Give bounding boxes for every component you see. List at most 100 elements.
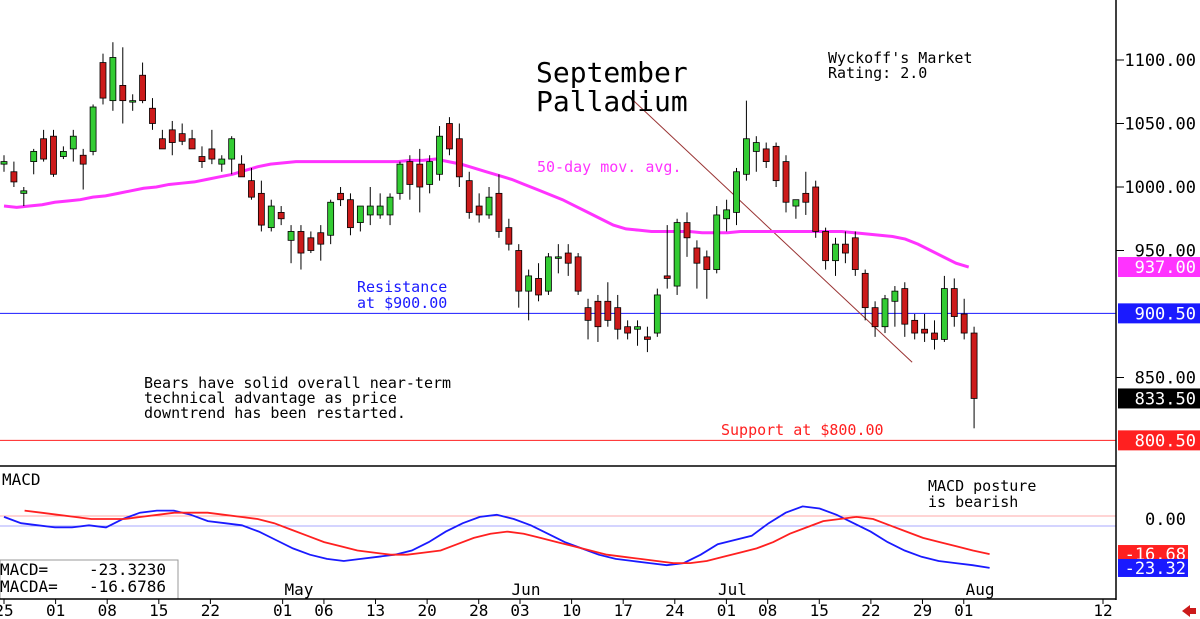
candle xyxy=(426,155,434,194)
candle xyxy=(604,282,612,327)
candle xyxy=(614,294,622,340)
candle-body xyxy=(0,161,8,165)
macd-posture-text: MACD posture is bearish xyxy=(928,477,1036,511)
candle xyxy=(812,180,820,238)
candle xyxy=(782,155,790,213)
candle-body xyxy=(841,243,849,254)
chart-title: September Palladium xyxy=(536,56,688,118)
candle xyxy=(287,225,295,264)
candle xyxy=(713,206,721,274)
macd-readout-box xyxy=(0,559,179,600)
candle xyxy=(663,225,671,289)
candle-body xyxy=(139,74,146,102)
candle xyxy=(505,218,513,251)
candle xyxy=(50,129,57,177)
candle-body xyxy=(535,278,542,296)
candle xyxy=(149,98,156,130)
candle-body xyxy=(20,190,28,194)
candle xyxy=(693,240,701,289)
price-y-tick-label: 850.00 xyxy=(1135,369,1196,389)
x-tick-label: 22 xyxy=(201,601,220,619)
support-label: Support at $800.00 xyxy=(721,421,884,439)
candle-body xyxy=(871,307,879,328)
candle xyxy=(515,244,523,308)
candle-body xyxy=(208,148,216,160)
candle xyxy=(307,231,315,254)
candle xyxy=(436,126,443,181)
candle xyxy=(762,142,770,168)
candle xyxy=(248,167,255,200)
macd-readout-label: MACD= xyxy=(0,560,48,579)
candle-body xyxy=(455,138,463,178)
candle-body xyxy=(168,129,176,143)
candle-body xyxy=(307,237,315,251)
candle xyxy=(158,129,166,150)
candle xyxy=(109,42,117,111)
candle-body xyxy=(30,151,38,163)
x-tick-label: 12 xyxy=(1093,601,1112,619)
x-tick-label: 01 xyxy=(273,601,292,619)
x-tick-label: 10 xyxy=(562,601,581,619)
candle xyxy=(881,294,889,334)
candle-body xyxy=(901,288,909,325)
candle-body xyxy=(257,192,265,226)
candle-body xyxy=(614,307,622,330)
candle xyxy=(792,199,800,219)
x-month-label: May xyxy=(285,580,314,599)
ma-label: 50-day mov. avg. xyxy=(537,158,682,176)
candle xyxy=(267,199,275,232)
price-y-tick-label: 1000.00 xyxy=(1124,178,1196,198)
x-tick-label: 17 xyxy=(614,601,633,619)
candle xyxy=(139,62,146,104)
candle xyxy=(485,187,493,219)
candle-body xyxy=(228,138,236,160)
candle-body xyxy=(178,133,186,142)
candle xyxy=(277,206,285,226)
candle xyxy=(455,123,463,187)
price-tag-label: 900.50 xyxy=(1135,304,1196,324)
candle xyxy=(238,155,245,178)
candle-body xyxy=(515,250,523,292)
candle-body xyxy=(624,326,632,334)
candle xyxy=(901,282,909,337)
candle-body xyxy=(40,138,47,160)
candle xyxy=(970,326,978,429)
candle-body xyxy=(475,205,483,216)
commentary-text: Bears have solid overall near-term techni… xyxy=(144,374,451,422)
candle-body xyxy=(158,138,166,150)
candle-body xyxy=(931,332,938,340)
candle xyxy=(228,136,236,175)
candle xyxy=(257,180,265,232)
candle xyxy=(683,212,691,257)
candle xyxy=(525,269,533,321)
candle-body xyxy=(950,288,958,317)
candle-body xyxy=(317,232,325,245)
candle xyxy=(218,155,226,172)
candle xyxy=(347,193,354,236)
candle xyxy=(624,320,632,340)
candle xyxy=(822,227,829,270)
candle-body xyxy=(703,256,711,270)
candle-body xyxy=(802,192,810,203)
candle xyxy=(871,301,879,337)
price-tag-bg xyxy=(1118,388,1200,409)
candle xyxy=(79,148,87,190)
candle-body xyxy=(772,145,780,182)
candle-body xyxy=(248,180,255,198)
candle-body xyxy=(416,163,424,188)
candle xyxy=(119,47,127,124)
candle xyxy=(960,298,968,340)
candle-body xyxy=(505,227,513,245)
candle xyxy=(178,123,186,146)
candle-body xyxy=(267,205,275,229)
candle xyxy=(802,171,810,215)
candle-body xyxy=(347,199,354,229)
macd-tag-bg xyxy=(1118,558,1188,577)
left-arrow-icon[interactable] xyxy=(1182,605,1196,617)
candle-body xyxy=(940,288,948,340)
macd-tag-bg xyxy=(1118,545,1188,564)
price-tag-label: 800.50 xyxy=(1135,431,1196,451)
candle xyxy=(59,146,67,160)
